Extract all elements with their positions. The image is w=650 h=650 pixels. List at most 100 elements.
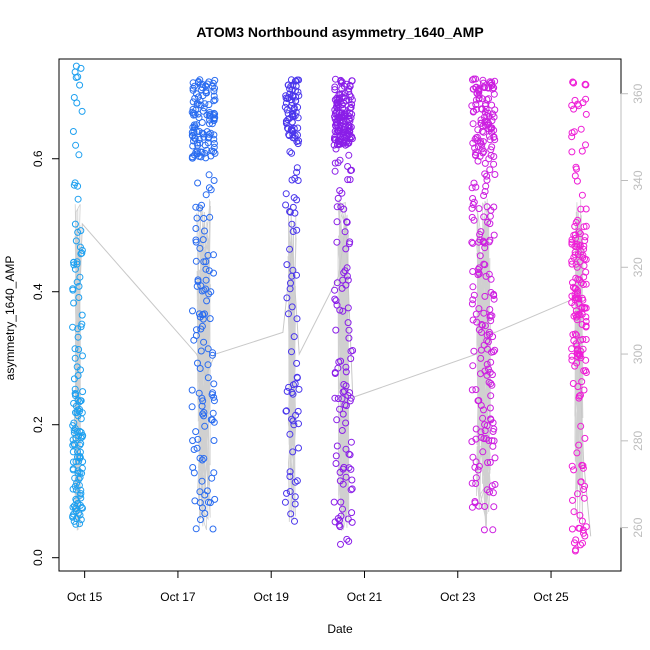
data-point	[69, 458, 77, 466]
data-point	[477, 116, 485, 124]
data-point	[72, 520, 80, 528]
data-point	[337, 540, 344, 548]
data-point	[332, 460, 340, 467]
data-point	[491, 106, 499, 114]
data-point	[294, 103, 302, 111]
data-point	[193, 282, 201, 290]
data-point	[479, 149, 487, 157]
data-point	[200, 338, 208, 346]
data-point	[568, 356, 576, 364]
data-point	[469, 362, 477, 370]
data-point	[72, 141, 80, 149]
data-point	[200, 409, 208, 416]
data-point	[71, 68, 79, 76]
data-point	[334, 395, 342, 403]
data-point	[581, 233, 589, 241]
data-point	[581, 434, 589, 442]
data-point	[199, 92, 207, 100]
data-point	[481, 188, 489, 195]
data-point	[487, 151, 495, 159]
data-point	[337, 512, 345, 520]
data-point	[470, 179, 478, 187]
data-point	[199, 236, 207, 244]
data-point	[341, 89, 349, 97]
data-point	[482, 182, 490, 190]
data-point	[70, 94, 78, 101]
data-point	[196, 313, 204, 321]
data-point	[282, 201, 290, 209]
data-point	[346, 451, 354, 459]
data-point	[582, 141, 589, 149]
data-point	[472, 458, 480, 466]
data-point	[201, 422, 209, 430]
data-point	[575, 102, 583, 110]
data-point	[481, 322, 489, 330]
data-point	[76, 398, 83, 406]
data-point	[200, 455, 208, 462]
data-point	[571, 172, 579, 180]
data-point	[568, 236, 576, 244]
data-point	[75, 282, 83, 290]
data-point	[490, 295, 498, 303]
data-point	[333, 101, 341, 109]
data-point	[575, 441, 583, 449]
data-point	[207, 288, 215, 296]
data-point	[334, 159, 342, 167]
data-point	[202, 276, 210, 284]
data-point	[488, 117, 496, 125]
data-point	[339, 410, 347, 418]
data-point	[572, 234, 579, 242]
data-point	[204, 139, 212, 147]
y-tick-label: 0.0	[31, 549, 45, 566]
data-point	[344, 176, 352, 184]
y-tick-label: 0.2	[31, 416, 45, 433]
data-point	[210, 177, 218, 184]
data-point	[331, 83, 339, 91]
data-point	[201, 227, 208, 235]
data-point	[486, 458, 494, 466]
data-point	[332, 145, 340, 153]
data-point	[330, 141, 338, 149]
data-point	[290, 194, 298, 202]
data-point	[487, 392, 495, 400]
data-point	[480, 435, 488, 443]
data-point	[483, 337, 491, 345]
data-point	[76, 441, 84, 449]
data-point	[286, 148, 294, 156]
data-point	[485, 270, 493, 278]
data-point	[489, 489, 497, 497]
data-point	[491, 481, 499, 488]
data-point	[582, 222, 590, 230]
data-point	[211, 84, 218, 92]
data-point	[76, 473, 84, 481]
data-point	[572, 340, 580, 348]
data-point	[479, 448, 487, 456]
data-point	[485, 328, 493, 336]
data-point	[288, 220, 296, 228]
data-point	[205, 101, 213, 109]
data-point	[74, 372, 82, 379]
data-point	[195, 101, 203, 109]
data-point	[338, 395, 346, 403]
data-point	[290, 333, 298, 341]
data-point	[193, 150, 201, 158]
data-point	[200, 412, 208, 420]
data-point	[471, 144, 479, 152]
data-point	[348, 509, 356, 517]
data-point	[192, 257, 200, 265]
data-point	[488, 312, 496, 320]
data-point	[347, 465, 355, 473]
data-point	[71, 265, 79, 273]
data-point	[347, 103, 355, 111]
data-point	[569, 279, 576, 287]
data-point	[210, 469, 218, 477]
data-point	[211, 495, 219, 503]
data-point	[480, 147, 488, 155]
data-point	[581, 237, 589, 245]
data-point	[578, 321, 586, 328]
data-point	[342, 245, 350, 253]
data-point	[77, 250, 85, 258]
data-point	[331, 167, 339, 175]
data-point	[333, 203, 341, 211]
data-point	[197, 347, 205, 355]
